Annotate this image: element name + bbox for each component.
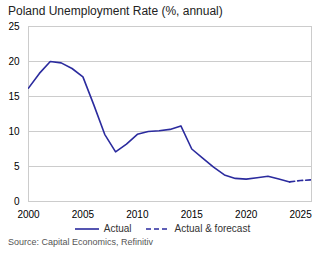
svg-text:2005: 2005 [72, 209, 95, 220]
html-text:Actual: Actual [103, 223, 132, 234]
svg-text:2020: 2020 [235, 209, 258, 220]
html-text:Source: Capital Economics, Ref: Source: Capital Economics, Refinitiv [8, 237, 154, 247]
svg-text:2025: 2025 [289, 209, 312, 220]
svg-text:15: 15 [8, 91, 20, 102]
svg-text:2000: 2000 [17, 209, 40, 220]
html-text:Poland Unemployment Rate (%, a: Poland Unemployment Rate (%, annual) [8, 4, 223, 18]
svg-text:2015: 2015 [181, 209, 204, 220]
svg-text:10: 10 [8, 126, 20, 137]
svg-text:5: 5 [14, 161, 20, 172]
svg-text:2010: 2010 [126, 209, 149, 220]
svg-text:20: 20 [8, 56, 20, 67]
html-text:Actual & forecast: Actual & forecast [174, 223, 251, 234]
svg-text:25: 25 [8, 21, 20, 32]
svg-text:0: 0 [14, 196, 20, 207]
